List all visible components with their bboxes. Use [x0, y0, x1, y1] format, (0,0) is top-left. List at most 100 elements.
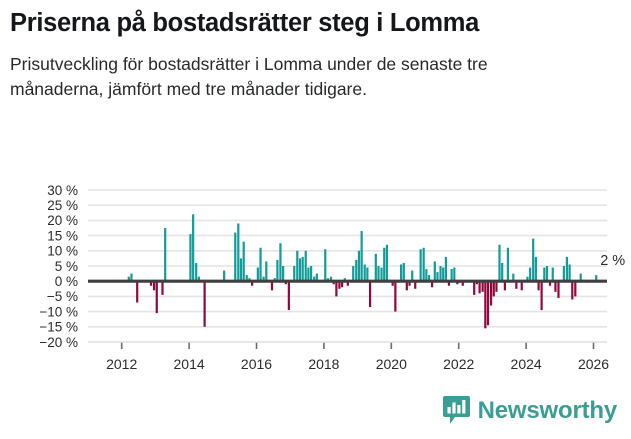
y-axis-tick-label: 30 % [47, 183, 78, 198]
chart-bar [461, 281, 464, 286]
chart-bar [256, 267, 259, 282]
chart-bar [296, 250, 299, 282]
y-axis-tick-label: −20 % [39, 335, 78, 350]
chart-bar [304, 250, 307, 282]
chart-bar [259, 247, 262, 282]
chart-bar [526, 276, 529, 282]
y-axis-tick-label: −10 % [39, 304, 78, 319]
chart-bar [335, 281, 338, 297]
chart-bar [453, 267, 456, 282]
chart-bar [489, 281, 493, 306]
chart-bar [532, 238, 535, 282]
chart-bar [276, 259, 279, 282]
chart-bar [492, 281, 495, 297]
chart-bar [152, 281, 156, 291]
chart-bar [414, 281, 417, 289]
chart-bar [433, 261, 436, 282]
chart-bar [439, 266, 442, 282]
newsworthy-logo[interactable]: Newsworthy [442, 396, 618, 425]
chart-bar [293, 266, 296, 282]
chart-bar [579, 273, 582, 282]
chart-annotation-label: 2 % [600, 253, 625, 269]
chart-bar [368, 281, 372, 308]
chart-bar [161, 281, 164, 295]
chart-bar [529, 267, 532, 282]
chart-bar [313, 276, 316, 282]
chart-bar [543, 267, 546, 282]
chart-svg: 30 %25 %20 %15 %10 %5 %0 %−5 %−10 %−15 %… [39, 183, 625, 372]
y-axis-tick-label: 25 % [47, 198, 78, 213]
chart-bar [405, 281, 408, 291]
x-axis-tick-label: 2016 [241, 356, 272, 372]
chart-bar [352, 266, 355, 282]
y-axis-tick-label: −5 % [47, 289, 78, 304]
bar-chart: 30 % 25 % 20 % 15 % 10 % 5 % 0 % −5 % −10 % −15 %… [0, 182, 631, 397]
chart-bar [307, 267, 310, 282]
chart-bar [164, 228, 167, 282]
y-axis-tick-label: 20 % [47, 213, 78, 228]
chart-bar [329, 276, 333, 282]
chart-bar [450, 269, 453, 282]
chart-bar [130, 273, 133, 282]
chart-bar [363, 264, 366, 282]
chart-bar [234, 232, 237, 282]
newsworthy-logo-text: Newsworthy [477, 396, 618, 424]
chart-bar [422, 247, 425, 282]
chart-bar [540, 281, 543, 311]
x-axis-tick-label: 2018 [308, 356, 339, 372]
x-axis-tick-label: 2026 [578, 356, 609, 372]
chart-bar [478, 281, 481, 294]
chart-bar [486, 281, 490, 326]
chart-bar [279, 243, 282, 282]
chart-bar [346, 281, 349, 286]
chart-bar [357, 250, 361, 282]
chart-bar [408, 281, 411, 286]
chart-bar [127, 276, 130, 282]
chart-bar [484, 281, 487, 329]
chart-bar [481, 281, 484, 292]
chart-bar [537, 281, 540, 291]
chart-bar [282, 266, 285, 282]
chart-bar [223, 270, 226, 282]
chart-bar [192, 214, 195, 282]
chart-bar [503, 281, 506, 291]
chart-bar [394, 281, 397, 312]
chart-bar [548, 281, 552, 286]
chart-bar [270, 281, 274, 291]
chart-bar [195, 262, 198, 282]
chart-bar [383, 247, 386, 282]
chart-bar [262, 276, 265, 282]
chart-bar [442, 267, 445, 282]
chart-bar [498, 244, 501, 282]
chart-bar [237, 223, 240, 282]
chart-bar [149, 281, 153, 286]
chart-bar [391, 281, 394, 286]
y-axis-tick-label: 5 % [55, 259, 78, 274]
chart-bar [571, 281, 574, 300]
chart-bar [399, 264, 403, 282]
chart-bar [425, 269, 428, 282]
chart-bar [411, 270, 414, 282]
page-title: Priserna på bostadsrätter steg i Lomma [10, 9, 480, 37]
chart-bar [402, 262, 405, 282]
chart-bar [565, 256, 568, 282]
chart-bar [595, 275, 598, 282]
chart-bar [473, 281, 476, 295]
chart-bar [366, 267, 369, 282]
chart-bar [338, 281, 341, 289]
chart-bar [287, 281, 290, 311]
chart-bar [430, 281, 434, 288]
chart-bar [520, 281, 523, 291]
y-axis-tick-label: −15 % [39, 320, 78, 335]
chart-bar [197, 276, 200, 282]
chart-bar [447, 281, 451, 286]
chart-bar [554, 281, 557, 292]
x-axis-tick-label: 2020 [376, 356, 407, 372]
chart-bar [251, 281, 254, 286]
chart-bar [310, 266, 313, 282]
chart-bar [495, 281, 498, 292]
chart-bar [501, 262, 504, 282]
chart-bar [341, 281, 344, 288]
x-axis-tick-label: 2014 [174, 356, 205, 372]
